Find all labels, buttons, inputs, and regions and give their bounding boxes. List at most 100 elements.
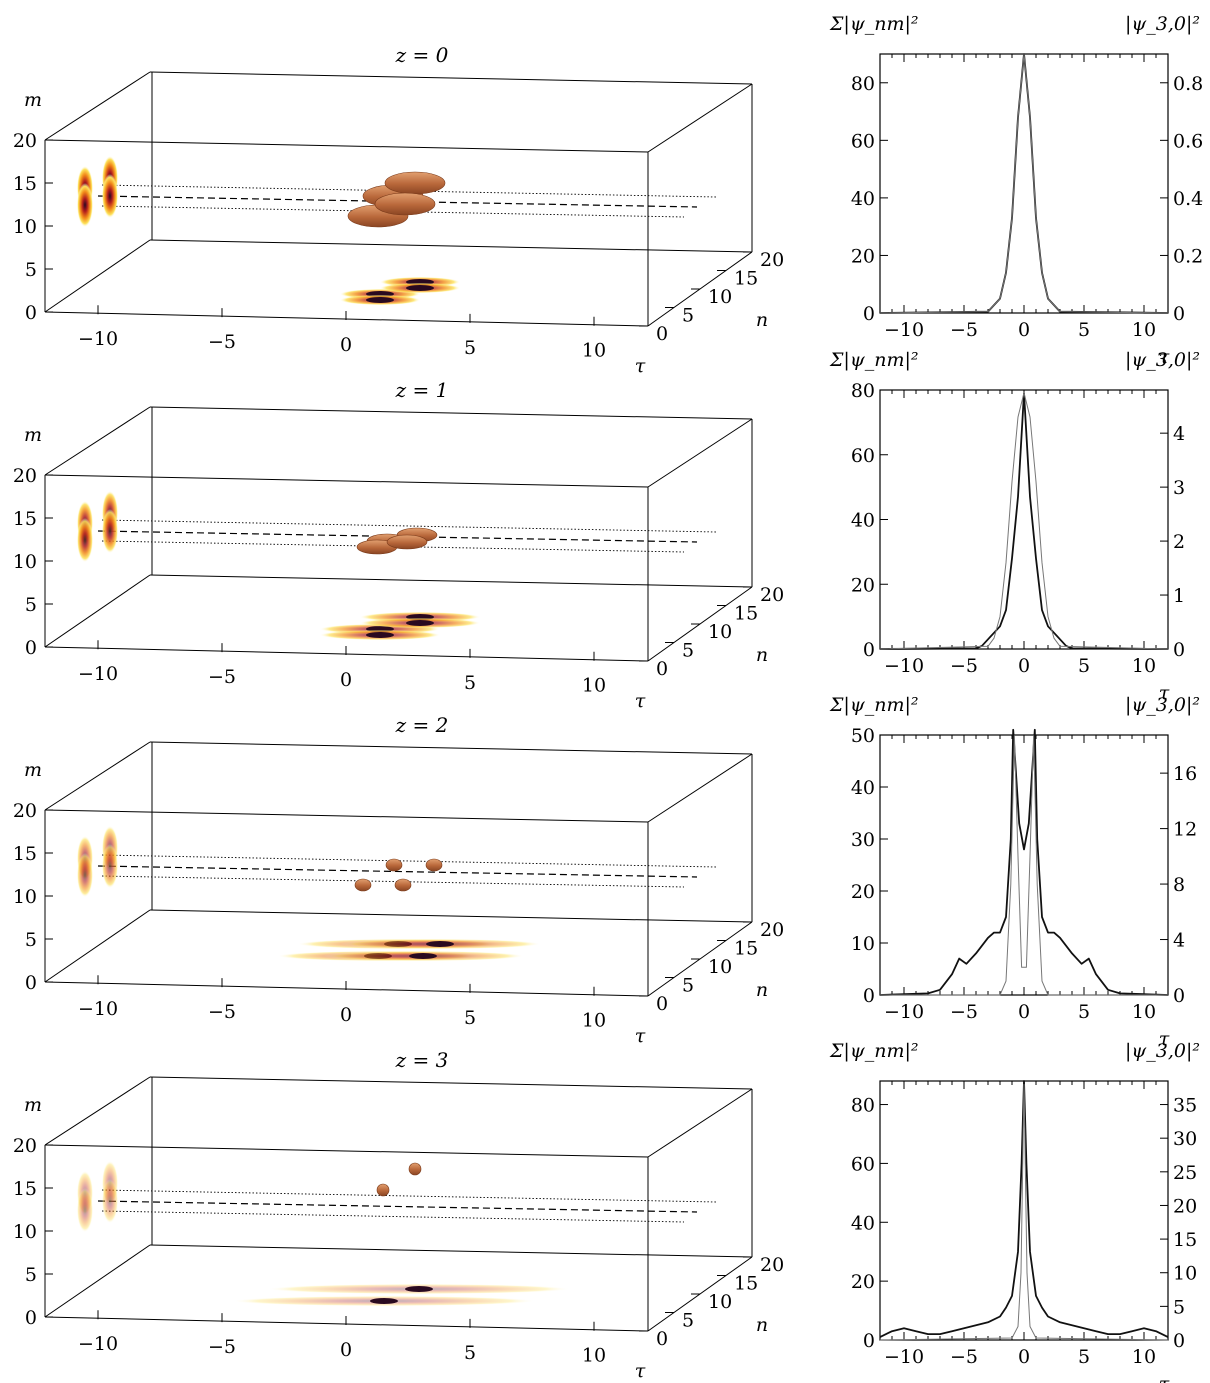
series-sum-psi [879, 392, 1169, 650]
probability-blob [425, 858, 443, 872]
tau-axis-label: τ [635, 690, 646, 712]
x-tick-label: −5 [950, 1346, 978, 1368]
y-right-tick-label: 4 [1173, 930, 1185, 952]
guide-line-dashed [97, 1200, 698, 1213]
heat-peak-floor [370, 1298, 398, 1304]
x-tick-label: −10 [884, 1346, 924, 1368]
x-tick-label: −5 [950, 655, 978, 677]
heat-peak-floor [406, 620, 434, 626]
m-tick-label: 20 [13, 1135, 37, 1157]
n-tick-label: 20 [760, 919, 784, 941]
n-tick-label: 5 [682, 305, 694, 327]
box-edge [44, 809, 649, 823]
n-tick-label: 0 [656, 993, 668, 1015]
box-edge [647, 753, 753, 823]
series-psi-30 [879, 1083, 1169, 1341]
n-tick-label: 10 [708, 956, 732, 978]
guide-line [101, 1189, 717, 1203]
tau-axis-label: τ [635, 1025, 646, 1047]
n-tick-label: 0 [656, 323, 668, 345]
heat-cell-wall [102, 509, 118, 553]
y-left-tick-label: 20 [851, 1271, 875, 1293]
m-tick-label: 10 [13, 551, 37, 573]
box-edge [44, 406, 151, 476]
heat-cell-wall [77, 183, 93, 227]
tau-axis-label: τ [635, 355, 646, 377]
box-edge [149, 909, 753, 923]
heat-cell-wall [77, 1188, 93, 1232]
x-tick-label: 0 [1018, 1001, 1030, 1023]
panel-2d-z2: −10 −5 0 5 10 0 10 20 30 40 50 0 4 8 12 16 Σ|ψ_nm|² |ψ_3,… [829, 694, 1200, 1050]
box-edge [149, 574, 753, 588]
x-tick-label: 0 [1018, 1346, 1030, 1368]
x-tick-label: −5 [950, 319, 978, 341]
heat-peak-floor [366, 297, 394, 303]
y-right-tick-label: 35 [1173, 1095, 1197, 1117]
y-right-tick-label: 3 [1173, 477, 1185, 499]
series-psi-30 [879, 53, 1169, 314]
x-tick-label: −10 [884, 319, 924, 341]
y-right-tick-label: 0.6 [1173, 130, 1203, 152]
y-right-tick-label: 0 [1173, 639, 1185, 661]
panel-title: z = 2 [395, 713, 449, 737]
y-left-tick-label: 40 [851, 510, 875, 532]
y-left-tick-label: 20 [851, 245, 875, 267]
m-tick-label: 20 [13, 465, 37, 487]
box-edge [44, 1076, 151, 1146]
tau-tick-label: 0 [340, 669, 352, 691]
box-edge [44, 71, 151, 141]
tau-axis-label: τ [635, 1360, 646, 1382]
n-tick-label: 0 [656, 1328, 668, 1350]
box-edge [44, 474, 649, 488]
y-left-tick-label: 30 [851, 829, 875, 851]
tau-tick-label: −10 [78, 998, 118, 1020]
plot-frame [879, 734, 1169, 996]
n-tick-label: 20 [760, 584, 784, 606]
y-right-axis-label: |ψ_3,0|² [1125, 349, 1200, 371]
y-left-tick-label: 60 [851, 445, 875, 467]
tau-tick-label: 10 [582, 340, 606, 362]
y-right-tick-label: 0 [1173, 985, 1185, 1007]
box-edge [44, 741, 151, 811]
x-tick-label: 5 [1078, 1346, 1090, 1368]
y-right-tick-label: 25 [1173, 1162, 1197, 1184]
m-axis-label: m [24, 759, 42, 781]
x-axis-label: τ [1159, 682, 1170, 704]
y-left-tick-label: 0 [863, 1330, 875, 1352]
series-sum-psi [879, 53, 1169, 314]
y-left-axis-label: Σ|ψ_nm|² [829, 13, 919, 35]
probability-blob [354, 878, 372, 892]
tau-tick-label: 5 [464, 1342, 476, 1364]
tau-tick-label: −10 [78, 663, 118, 685]
box-edge [647, 1088, 753, 1158]
n-tick-label: 0 [656, 658, 668, 680]
plot-frame [879, 389, 1169, 650]
box-edge [149, 239, 753, 253]
panel-title: z = 3 [395, 1048, 449, 1072]
n-tick-label: 15 [734, 268, 758, 290]
y-right-tick-label: 20 [1173, 1195, 1197, 1217]
tau-tick-label: −10 [78, 328, 118, 350]
n-axis-label: n [756, 1314, 768, 1336]
y-right-tick-label: 0 [1173, 1330, 1185, 1352]
n-axis-label: n [756, 309, 768, 331]
y-right-axis-label: |ψ_3,0|² [1125, 1040, 1200, 1062]
y-left-tick-label: 80 [851, 1095, 875, 1117]
tau-tick-label: 10 [582, 1010, 606, 1032]
n-tick-label: 10 [708, 286, 732, 308]
box-edge [149, 406, 753, 420]
m-tick-label: 5 [25, 929, 37, 951]
y-right-tick-label: 8 [1173, 874, 1185, 896]
probability-blob [384, 171, 446, 195]
box-edge [44, 909, 151, 983]
m-tick-label: 20 [13, 800, 37, 822]
heat-cell-wall [102, 174, 118, 218]
tau-tick-label: 10 [582, 1345, 606, 1367]
y-left-tick-label: 60 [851, 130, 875, 152]
probability-blob [374, 192, 436, 216]
box-edge [44, 139, 649, 153]
